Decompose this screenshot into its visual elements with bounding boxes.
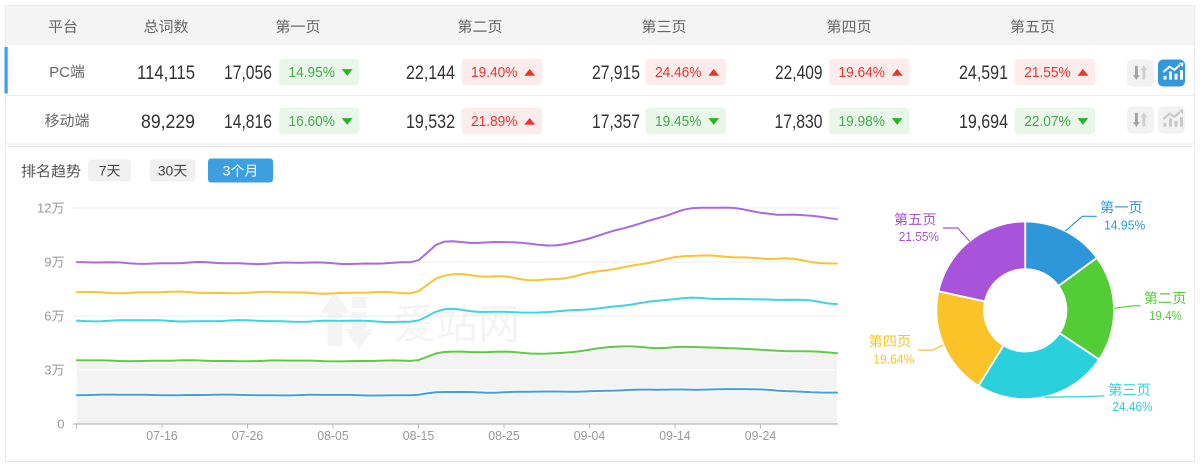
svg-text:17,056: 17,056	[224, 62, 272, 84]
svg-text:9: 9	[44, 255, 51, 270]
svg-text:19,532: 19,532	[406, 111, 455, 133]
svg-text:89,229: 89,229	[141, 111, 195, 133]
svg-text:24.46%: 24.46%	[655, 64, 702, 81]
svg-text:3: 3	[223, 163, 231, 179]
svg-text:22.07%: 22.07%	[1024, 113, 1071, 130]
svg-text:19.45%: 19.45%	[655, 113, 702, 130]
svg-text:24,591: 24,591	[959, 62, 1008, 84]
svg-text:17,357: 17,357	[592, 111, 640, 133]
svg-text:09-04: 09-04	[574, 428, 606, 443]
svg-text:07-26: 07-26	[232, 428, 264, 443]
svg-text:14.95%: 14.95%	[289, 64, 336, 81]
svg-text:19.4%: 19.4%	[1149, 308, 1182, 323]
svg-text:19.98%: 19.98%	[839, 113, 886, 130]
svg-text:7: 7	[99, 163, 107, 179]
svg-text:14.95%: 14.95%	[1104, 218, 1146, 233]
svg-text:16.60%: 16.60%	[289, 113, 336, 130]
svg-text:30: 30	[158, 163, 174, 179]
svg-text:19.64%: 19.64%	[839, 64, 886, 81]
svg-text:12: 12	[37, 201, 51, 216]
svg-text:3: 3	[44, 363, 51, 378]
svg-text:19.64%: 19.64%	[873, 352, 915, 367]
svg-text:09-24: 09-24	[745, 428, 777, 443]
svg-text:27,915: 27,915	[592, 62, 640, 84]
svg-text:14,816: 14,816	[224, 111, 272, 133]
svg-text:09-14: 09-14	[659, 428, 691, 443]
svg-text:21.55%: 21.55%	[1024, 64, 1071, 81]
svg-text:114,115: 114,115	[137, 62, 195, 84]
svg-text:22,409: 22,409	[775, 62, 823, 84]
svg-text:21.89%: 21.89%	[471, 113, 518, 130]
svg-text:08-05: 08-05	[317, 428, 349, 443]
svg-text:PC: PC	[49, 64, 70, 81]
svg-text:19,694: 19,694	[959, 111, 1008, 133]
svg-text:08-25: 08-25	[488, 428, 520, 443]
svg-text:24.46%: 24.46%	[1113, 399, 1153, 414]
svg-text:07-16: 07-16	[146, 428, 178, 443]
svg-text:19.40%: 19.40%	[471, 64, 518, 81]
svg-text:08-15: 08-15	[403, 428, 435, 443]
svg-text:6: 6	[44, 309, 51, 324]
svg-text:21.55%: 21.55%	[899, 229, 940, 244]
svg-text:22,144: 22,144	[406, 62, 455, 84]
svg-text:0: 0	[57, 417, 64, 432]
svg-text:17,830: 17,830	[775, 111, 823, 133]
